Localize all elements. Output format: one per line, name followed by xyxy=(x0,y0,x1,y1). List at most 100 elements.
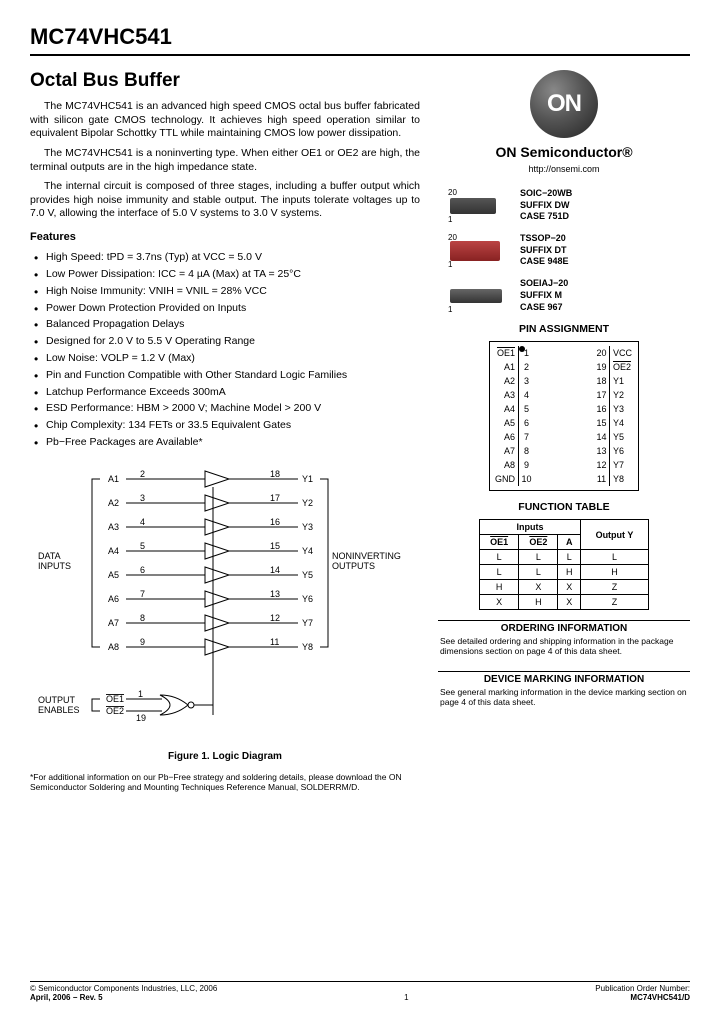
svg-text:Y4: Y4 xyxy=(302,546,313,556)
svg-text:A5: A5 xyxy=(108,570,119,580)
feature-item: Low Power Dissipation: ICC = 4 µA (Max) … xyxy=(34,266,420,283)
marking-info: DEVICE MARKING INFORMATION See general m… xyxy=(438,671,690,711)
svg-text:INPUTS: INPUTS xyxy=(38,561,71,571)
package-row: 201 SOIC−20WBSUFFIX DWCASE 751D xyxy=(438,188,690,223)
svg-text:2: 2 xyxy=(140,469,145,479)
product-title: Octal Bus Buffer xyxy=(30,70,420,92)
brand-name: ON Semiconductor® xyxy=(438,144,690,160)
features-list: High Speed: tPD = 3.7ns (Typ) at VCC = 5… xyxy=(30,249,420,451)
svg-text:Y7: Y7 xyxy=(302,618,313,628)
svg-text:15: 15 xyxy=(270,541,280,551)
brand-url: http://onsemi.com xyxy=(438,164,690,174)
function-table: InputsOutput Y OE1OE2A LLLLLLHHHXXZXHXZ xyxy=(479,519,649,610)
svg-text:A7: A7 xyxy=(108,618,119,628)
svg-text:A1: A1 xyxy=(108,474,119,484)
svg-text:8: 8 xyxy=(140,613,145,623)
features-heading: Features xyxy=(30,231,420,243)
pin-row: A3417Y2 xyxy=(490,388,638,402)
pin-row: A5615Y4 xyxy=(490,416,638,430)
table-row: LLHH xyxy=(480,565,649,580)
svg-text:Y8: Y8 xyxy=(302,642,313,652)
package-icon: 201 xyxy=(438,190,508,222)
svg-text:OUTPUT: OUTPUT xyxy=(38,695,76,705)
svg-text:19: 19 xyxy=(136,713,146,723)
feature-item: Designed for 2.0 V to 5.5 V Operating Ra… xyxy=(34,333,420,350)
table-row: HXXZ xyxy=(480,580,649,595)
pin-row: OE1120VCC xyxy=(490,346,638,360)
feature-item: Low Noise: VOLP = 1.2 V (Max) xyxy=(34,350,420,367)
svg-text:Y2: Y2 xyxy=(302,498,313,508)
pin-assignment-diagram: OE1120VCCA1219OE2A2318Y1A3417Y2A4516Y3A5… xyxy=(489,341,639,491)
table-row: LLLL xyxy=(480,550,649,565)
svg-text:Y1: Y1 xyxy=(302,474,313,484)
pbfree-footnote: *For additional information on our Pb−Fr… xyxy=(30,772,420,792)
part-number: MC74VHC541 xyxy=(30,24,690,50)
feature-item: Chip Complexity: 134 FETs or 33.5 Equiva… xyxy=(34,417,420,434)
pin-row: GND1011Y8 xyxy=(490,472,638,486)
pin-row: A4516Y3 xyxy=(490,402,638,416)
pin-row: A1219OE2 xyxy=(490,360,638,374)
svg-text:A2: A2 xyxy=(108,498,119,508)
svg-text:4: 4 xyxy=(140,517,145,527)
svg-text:13: 13 xyxy=(270,589,280,599)
table-row: XHXZ xyxy=(480,595,649,610)
title-rule xyxy=(30,54,690,56)
svg-text:17: 17 xyxy=(270,493,280,503)
ordering-info: ORDERING INFORMATION See detailed orderi… xyxy=(438,620,690,660)
page-footer: © Semiconductor Components Industries, L… xyxy=(30,981,690,1002)
svg-text:OUTPUTS: OUTPUTS xyxy=(332,561,375,571)
description-para-3: The internal circuit is composed of thre… xyxy=(30,180,420,221)
svg-text:3: 3 xyxy=(140,493,145,503)
feature-item: Balanced Propagation Delays xyxy=(34,316,420,333)
feature-item: Pin and Function Compatible with Other S… xyxy=(34,367,420,384)
description-para-1: The MC74VHC541 is an advanced high speed… xyxy=(30,100,420,141)
package-row: 1 SOEIAJ−20SUFFIX MCASE 967 xyxy=(438,278,690,313)
description-para-2: The MC74VHC541 is a noninverting type. W… xyxy=(30,147,420,174)
svg-text:16: 16 xyxy=(270,517,280,527)
svg-text:11: 11 xyxy=(270,637,279,647)
function-table-heading: FUNCTION TABLE xyxy=(438,501,690,513)
svg-text:Y6: Y6 xyxy=(302,594,313,604)
feature-item: High Speed: tPD = 3.7ns (Typ) at VCC = 5… xyxy=(34,249,420,266)
svg-text:A4: A4 xyxy=(108,546,119,556)
pin-assignment-heading: PIN ASSIGNMENT xyxy=(438,323,690,335)
svg-text:5: 5 xyxy=(140,541,145,551)
pin-row: A2318Y1 xyxy=(490,374,638,388)
package-row: 201 TSSOP−20SUFFIX DTCASE 948E xyxy=(438,233,690,268)
pin-row: A7813Y6 xyxy=(490,444,638,458)
svg-text:12: 12 xyxy=(270,613,280,623)
package-label: SOIC−20WBSUFFIX DWCASE 751D xyxy=(520,188,572,223)
svg-text:A8: A8 xyxy=(108,642,119,652)
svg-text:14: 14 xyxy=(270,565,280,575)
right-column: ON ON Semiconductor® http://onsemi.com 2… xyxy=(438,70,690,792)
feature-item: Power Down Protection Provided on Inputs xyxy=(34,300,420,317)
package-icon: 1 xyxy=(438,280,508,312)
package-icon: 201 xyxy=(438,235,508,267)
svg-text:9: 9 xyxy=(140,637,145,647)
svg-text:6: 6 xyxy=(140,565,145,575)
svg-text:OE2: OE2 xyxy=(106,706,124,716)
pin-row: A6714Y5 xyxy=(490,430,638,444)
svg-text:ENABLES: ENABLES xyxy=(38,705,80,715)
feature-item: High Noise Immunity: VNIH = VNIL = 28% V… xyxy=(34,283,420,300)
logic-diagram: DATAINPUTS NONINVERTINGOUTPUTS A1 2 18 Y1 A2 3 1… xyxy=(30,467,410,747)
svg-text:Y3: Y3 xyxy=(302,522,313,532)
feature-item: Pb−Free Packages are Available* xyxy=(34,434,420,451)
feature-item: Latchup Performance Exceeds 300mA xyxy=(34,384,420,401)
brand-logo: ON xyxy=(438,70,690,138)
svg-text:DATA: DATA xyxy=(38,551,61,561)
svg-text:OE1: OE1 xyxy=(106,694,124,704)
svg-text:18: 18 xyxy=(270,469,280,479)
svg-text:7: 7 xyxy=(140,589,145,599)
on-logo-icon: ON xyxy=(530,70,598,138)
svg-text:Y5: Y5 xyxy=(302,570,313,580)
left-column: Octal Bus Buffer The MC74VHC541 is an ad… xyxy=(30,70,420,792)
package-label: SOEIAJ−20SUFFIX MCASE 967 xyxy=(520,278,568,313)
pin-row: A8912Y7 xyxy=(490,458,638,472)
svg-text:A3: A3 xyxy=(108,522,119,532)
feature-item: ESD Performance: HBM > 2000 V; Machine M… xyxy=(34,400,420,417)
package-label: TSSOP−20SUFFIX DTCASE 948E xyxy=(520,233,569,268)
svg-text:NONINVERTING: NONINVERTING xyxy=(332,551,401,561)
figure-caption: Figure 1. Logic Diagram xyxy=(30,751,420,762)
svg-text:A6: A6 xyxy=(108,594,119,604)
